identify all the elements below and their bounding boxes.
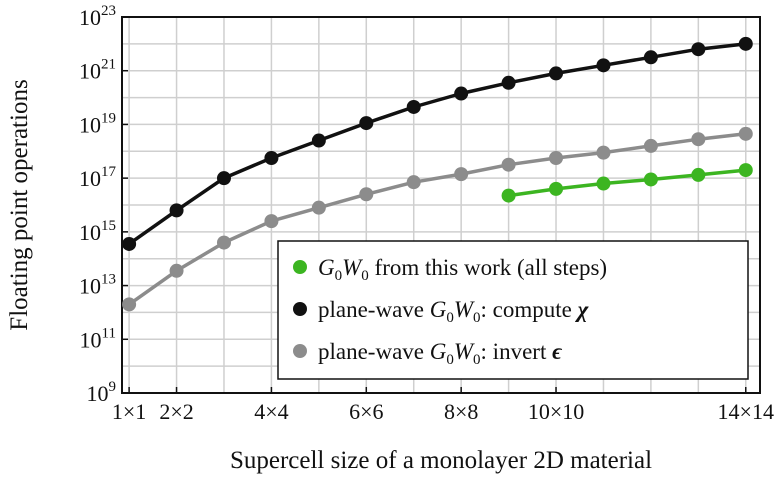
series-2	[122, 126, 753, 312]
legend-marker	[293, 302, 307, 316]
legend-entry: plane-wave G0W0: compute χ	[318, 297, 590, 326]
data-point	[122, 297, 137, 312]
data-point	[643, 138, 658, 153]
data-point	[691, 167, 706, 182]
data-point	[691, 132, 706, 147]
x-tick-label: 4×4	[254, 399, 288, 424]
legend: G0W0 from this work (all steps) plane-wav…	[277, 240, 749, 380]
data-point	[549, 181, 564, 196]
legend-marker	[293, 260, 307, 274]
series-line	[128, 42, 746, 246]
series-line	[508, 168, 746, 198]
data-point	[359, 187, 374, 202]
y-tick-label: 1015	[79, 218, 116, 245]
y-axis-label: Floating point operations	[6, 79, 33, 330]
y-tick-label: 1023	[79, 3, 116, 30]
legend-box	[277, 240, 749, 380]
data-point	[596, 176, 611, 191]
data-point	[122, 236, 137, 251]
y-tick-label: 1021	[79, 57, 116, 84]
data-point	[643, 50, 658, 65]
data-point	[596, 145, 611, 160]
data-point	[501, 188, 516, 203]
data-point	[501, 75, 516, 90]
y-tick-label: 1013	[79, 272, 116, 299]
series-group	[122, 36, 753, 312]
data-point	[738, 163, 753, 178]
data-point	[311, 133, 326, 148]
x-tick-label: 8×8	[444, 399, 478, 424]
data-point	[169, 263, 184, 278]
series-0	[501, 163, 753, 203]
data-point	[454, 86, 469, 101]
data-point	[406, 175, 421, 190]
x-axis-label: Supercell size of a monolayer 2D materia…	[230, 447, 652, 474]
series-1	[122, 36, 753, 251]
y-tick-label: 1011	[80, 325, 116, 352]
data-point	[549, 66, 564, 81]
data-point	[501, 157, 516, 172]
x-tick-label: 2×2	[159, 399, 193, 424]
data-point	[691, 42, 706, 57]
x-axis-ticks: 1×1 2×2 4×4 6×6 8×8 10×10 14×14	[112, 387, 774, 424]
y-tick-label: 1017	[79, 164, 117, 191]
data-point	[169, 203, 184, 218]
x-tick-label: 10×10	[528, 399, 584, 424]
x-tick-label: 6×6	[349, 399, 383, 424]
data-point	[406, 99, 421, 114]
data-point	[738, 126, 753, 141]
data-point	[311, 200, 326, 215]
data-point	[264, 151, 279, 165]
series-line	[128, 132, 746, 306]
data-point	[359, 116, 374, 131]
x-tick-label: 14×14	[718, 399, 774, 424]
data-point	[549, 151, 564, 165]
data-point	[216, 235, 231, 250]
legend-marker	[293, 344, 307, 358]
y-axis-ticks: 109 1011 1013 1015 1017 1019 1021 1023	[79, 3, 128, 406]
x-tick-label: 1×1	[112, 399, 146, 424]
legend-entry: G0W0 from this work (all steps)	[318, 255, 607, 284]
y-tick-label: 109	[87, 379, 117, 406]
data-point	[216, 171, 231, 186]
data-point	[264, 214, 279, 229]
legend-entry: plane-wave G0W0: invert ϵ	[318, 339, 562, 368]
y-tick-label: 1019	[79, 110, 116, 137]
plot-frame	[121, 16, 761, 394]
data-point	[643, 172, 658, 187]
data-point	[454, 167, 469, 182]
data-point	[738, 36, 753, 51]
data-point	[596, 58, 611, 73]
